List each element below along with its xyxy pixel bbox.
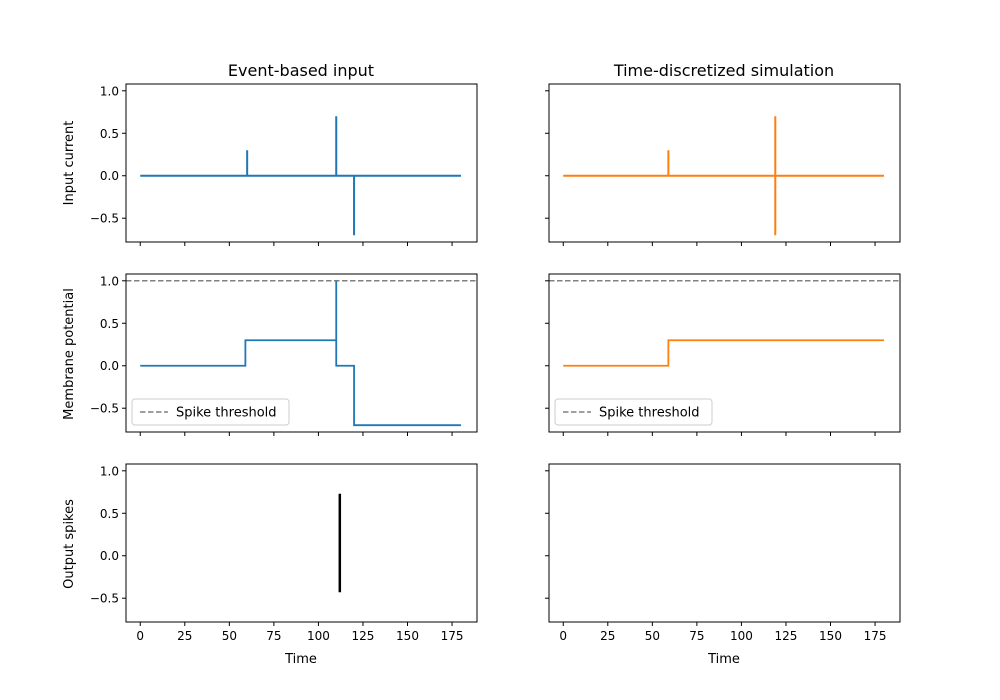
xtick-label: 25 (600, 629, 615, 643)
xtick-label: 0 (136, 629, 144, 643)
plot-area (126, 280, 477, 427)
ytick-label: 1.0 (100, 274, 119, 288)
plot-area (549, 280, 900, 367)
xtick-label: 100 (730, 629, 753, 643)
plot-area (563, 116, 884, 236)
ytick-label: 0.5 (100, 507, 119, 521)
ytick-label: 1.0 (100, 464, 119, 478)
xtick-label: 50 (222, 629, 237, 643)
panel-r1-c1: Spike threshold (545, 273, 901, 436)
xtick-label: 150 (396, 629, 419, 643)
axes-frame (125, 273, 478, 433)
xtick-label: 175 (441, 629, 464, 643)
plot-area (140, 116, 461, 236)
xtick-label: 150 (819, 629, 842, 643)
panels-group: 1.0 0.5 0.0 −0.5 1.0 0.5 0.0 −0.5 Spike threshol… (90, 83, 901, 643)
axes-frame (548, 273, 901, 433)
panel-r0-c1 (545, 83, 901, 246)
panel-r1-c0: 1.0 0.5 0.0 −0.5 Spike threshold (90, 273, 478, 436)
ytick-label: −0.5 (90, 402, 119, 416)
ytick-label: −0.5 (90, 212, 119, 226)
ytick-label: 0.5 (100, 317, 119, 331)
xtick-label: 50 (645, 629, 660, 643)
ytick-label: 1.0 (100, 84, 119, 98)
ylabel-output-spikes: Output spikes (62, 499, 77, 589)
axes-frame (125, 463, 478, 623)
ytick-label: 0.0 (100, 359, 119, 373)
legend-threshold-label: Spike threshold (599, 406, 700, 421)
title-left: Event-based input (228, 61, 374, 80)
series-line (140, 280, 461, 427)
panel-r0-c0: 1.0 0.5 0.0 −0.5 (90, 83, 478, 246)
series-line (140, 116, 461, 236)
axes-frame (548, 83, 901, 243)
legend-threshold-label: Spike threshold (176, 406, 277, 421)
legend-box (554, 398, 713, 426)
legend: Spike threshold (131, 398, 290, 426)
legend: Spike threshold (554, 398, 713, 426)
xtick-label: 25 (177, 629, 192, 643)
legend-box (131, 398, 290, 426)
xtick-label: 125 (352, 629, 375, 643)
xlabel-left: Time (284, 652, 317, 667)
ytick-label: 0.0 (100, 549, 119, 563)
ytick-label: 0.5 (100, 127, 119, 141)
axes-frame (125, 83, 478, 243)
series-line (563, 339, 884, 367)
panel-r2-c0: 1.0 0.5 0.0 −0.5 0 25 50 75 100 125 150 175 (90, 463, 478, 643)
ylabel-input-current: Input current (62, 121, 77, 206)
ytick-label: 0.0 (100, 169, 119, 183)
xtick-label: 125 (775, 629, 798, 643)
xlabel-right: Time (707, 652, 740, 667)
axes-frame (548, 463, 901, 623)
title-right: Time-discretized simulation (613, 61, 834, 80)
xtick-label: 75 (689, 629, 704, 643)
ytick-label: −0.5 (90, 592, 119, 606)
series-line (563, 116, 884, 236)
xtick-label: 175 (864, 629, 887, 643)
xtick-label: 100 (307, 629, 330, 643)
xtick-label: 75 (266, 629, 281, 643)
xtick-label: 0 (559, 629, 567, 643)
panel-r2-c1: 0 25 50 75 100 125 150 175 (545, 463, 901, 643)
ylabel-membrane-potential: Membrane potential (62, 288, 77, 420)
